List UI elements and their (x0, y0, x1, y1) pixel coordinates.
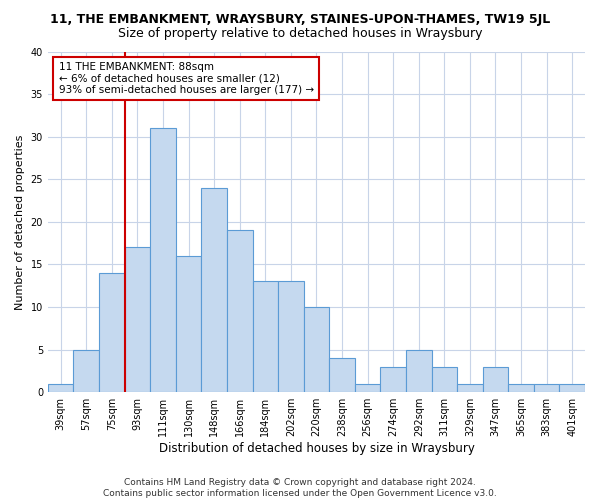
Bar (253, 282, 278, 392)
X-axis label: Distribution of detached houses by size in Wraysbury: Distribution of detached houses by size … (158, 442, 475, 455)
Bar (534, 384, 559, 392)
Bar (304, 307, 329, 392)
Bar (48, 384, 73, 392)
Bar (176, 256, 202, 392)
Text: 11, THE EMBANKMENT, WRAYSBURY, STAINES-UPON-THAMES, TW19 5JL: 11, THE EMBANKMENT, WRAYSBURY, STAINES-U… (50, 12, 550, 26)
Text: Contains HM Land Registry data © Crown copyright and database right 2024.
Contai: Contains HM Land Registry data © Crown c… (103, 478, 497, 498)
Bar (457, 384, 482, 392)
Bar (99, 273, 125, 392)
Bar (482, 366, 508, 392)
Bar (508, 384, 534, 392)
Bar (355, 384, 380, 392)
Bar (559, 384, 585, 392)
Bar (329, 358, 355, 392)
Text: Size of property relative to detached houses in Wraysbury: Size of property relative to detached ho… (118, 28, 482, 40)
Bar (150, 128, 176, 392)
Bar (431, 366, 457, 392)
Bar (380, 366, 406, 392)
Bar (406, 350, 431, 392)
Y-axis label: Number of detached properties: Number of detached properties (15, 134, 25, 310)
Bar (202, 188, 227, 392)
Text: 11 THE EMBANKMENT: 88sqm
← 6% of detached houses are smaller (12)
93% of semi-de: 11 THE EMBANKMENT: 88sqm ← 6% of detache… (59, 62, 314, 95)
Bar (227, 230, 253, 392)
Bar (73, 350, 99, 392)
Bar (278, 282, 304, 392)
Bar (125, 248, 150, 392)
